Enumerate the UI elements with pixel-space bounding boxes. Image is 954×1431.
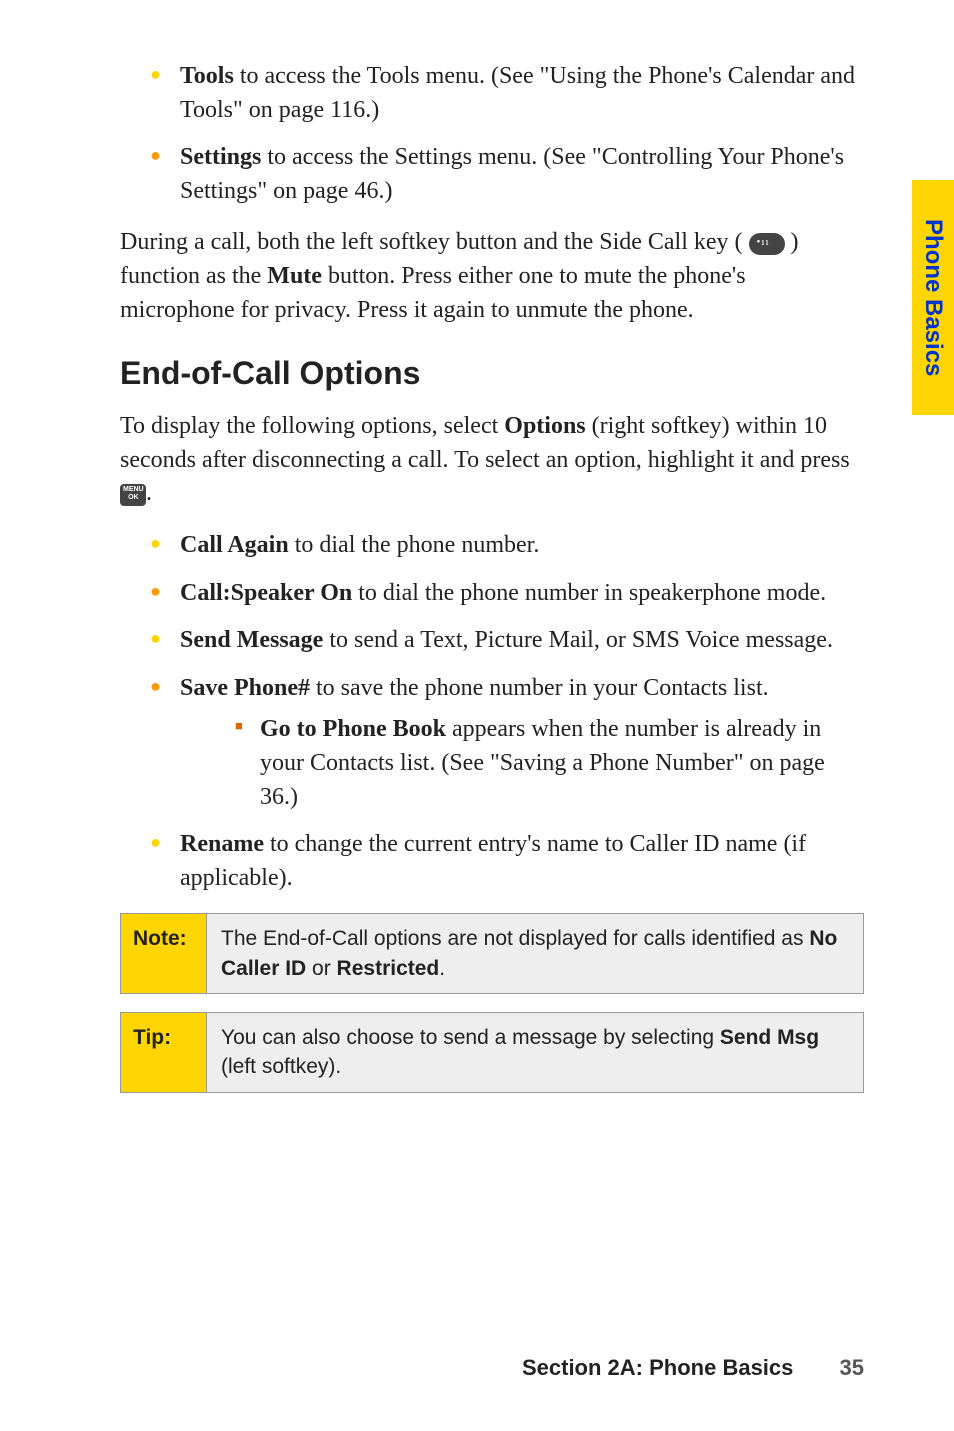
option-bold: Rename — [180, 831, 264, 857]
note-box: Note: The End-of-Call options are not di… — [120, 913, 864, 994]
footer-page-number: 35 — [840, 1355, 864, 1380]
sub-bullet-list: Go to Phone Book appears when the number… — [235, 713, 864, 814]
tip-box: Tip: You can also choose to send a messa… — [120, 1012, 864, 1093]
tip-bold: Send Msg — [720, 1026, 819, 1049]
option-send-message: Send Message to send a Text, Picture Mai… — [150, 624, 864, 658]
side-tab-label: Phone Basics — [919, 219, 947, 376]
sub-option-phonebook: Go to Phone Book appears when the number… — [235, 713, 864, 814]
end-of-call-heading: End-of-Call Options — [120, 355, 864, 392]
page-footer: Section 2A: Phone Basics 35 — [522, 1355, 864, 1381]
option-rename: Rename to change the current entry's nam… — [150, 828, 864, 895]
bullet-bold: Tools — [180, 63, 234, 89]
option-text: to change the current entry's name to Ca… — [180, 831, 806, 891]
side-tab: Phone Basics — [912, 180, 954, 415]
text: or — [306, 957, 336, 980]
tip-label: Tip: — [121, 1013, 207, 1092]
note-label: Note: — [121, 914, 207, 993]
note-body: The End-of-Call options are not displaye… — [207, 914, 863, 993]
option-save-phone: Save Phone# to save the phone number in … — [150, 672, 864, 814]
menu-ok-key-icon — [120, 484, 146, 506]
option-bold: Call:Speaker On — [180, 580, 352, 606]
bullet-tools: Tools to access the Tools menu. (See "Us… — [150, 60, 864, 127]
mute-label: Mute — [267, 263, 322, 289]
mute-paragraph: During a call, both the left softkey but… — [120, 226, 864, 327]
sub-bold: Go to Phone Book — [260, 716, 446, 742]
option-speaker-on: Call:Speaker On to dial the phone number… — [150, 577, 864, 611]
options-intro-paragraph: To display the following options, select… — [120, 410, 864, 511]
options-label: Options — [504, 413, 585, 439]
footer-section: Section 2A: Phone Basics — [522, 1355, 793, 1380]
text: During a call, both the left softkey but… — [120, 229, 749, 255]
tip-body: You can also choose to send a message by… — [207, 1013, 863, 1092]
text: To display the following options, select — [120, 413, 504, 439]
text: You can also choose to send a message by… — [221, 1026, 720, 1049]
note-bold: Restricted — [337, 957, 440, 980]
side-call-key-icon — [749, 233, 785, 255]
option-bold: Save Phone# — [180, 675, 310, 701]
text: (left softkey). — [221, 1055, 341, 1078]
option-text: to dial the phone number. — [289, 532, 540, 558]
option-text: to send a Text, Picture Mail, or SMS Voi… — [323, 627, 833, 653]
text: . — [439, 957, 445, 980]
page-content: Tools to access the Tools menu. (See "Us… — [0, 0, 954, 1171]
option-call-again: Call Again to dial the phone number. — [150, 529, 864, 563]
option-bold: Send Message — [180, 627, 323, 653]
bullet-text: to access the Settings menu. (See "Contr… — [180, 144, 844, 204]
bullet-bold: Settings — [180, 144, 261, 170]
option-text: to save the phone number in your Contact… — [310, 675, 769, 701]
bullet-settings: Settings to access the Settings menu. (S… — [150, 141, 864, 208]
text: The End-of-Call options are not displaye… — [221, 927, 809, 950]
bullet-text: to access the Tools menu. (See "Using th… — [180, 63, 855, 123]
option-bold: Call Again — [180, 532, 289, 558]
text: . — [146, 480, 152, 506]
option-text: to dial the phone number in speakerphone… — [352, 580, 826, 606]
options-list: Call Again to dial the phone number. Cal… — [150, 529, 864, 895]
top-bullet-list: Tools to access the Tools menu. (See "Us… — [150, 60, 864, 208]
